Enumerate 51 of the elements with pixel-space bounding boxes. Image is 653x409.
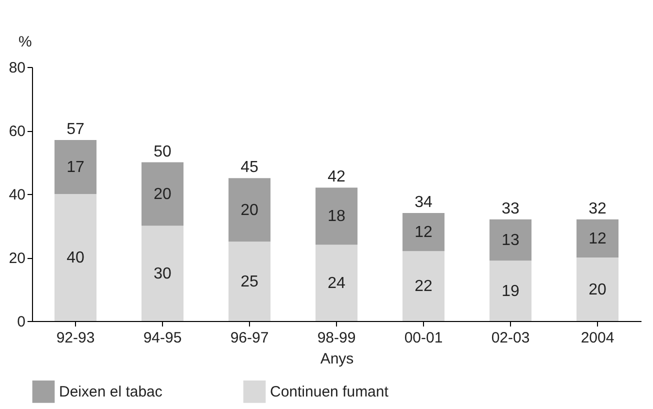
data-label: 13 bbox=[502, 232, 520, 250]
data-label: 17 bbox=[66, 159, 84, 176]
data-label: 40 bbox=[66, 250, 84, 266]
total-label: 32 bbox=[588, 200, 606, 218]
x-axis-title: Anys bbox=[320, 350, 354, 368]
total-label: 42 bbox=[328, 168, 346, 186]
y-tick-label: 60 bbox=[8, 123, 26, 140]
data-label: 24 bbox=[328, 274, 346, 292]
bar bbox=[316, 244, 358, 321]
total-label: 45 bbox=[240, 159, 258, 176]
data-label: 20 bbox=[154, 186, 172, 203]
y-tick-label: 0 bbox=[17, 314, 26, 330]
data-label: 25 bbox=[240, 273, 258, 290]
data-label: 18 bbox=[328, 208, 346, 226]
bar bbox=[228, 242, 270, 321]
total-label: 33 bbox=[502, 200, 520, 218]
total-label: 34 bbox=[414, 194, 432, 212]
bar bbox=[490, 219, 532, 261]
x-tick-label: 94-95 bbox=[143, 330, 182, 346]
bar bbox=[576, 219, 618, 258]
data-label: 12 bbox=[414, 224, 432, 242]
bar bbox=[54, 140, 96, 194]
x-tick-label: 96-97 bbox=[230, 330, 269, 346]
x-tick-label: 2004 bbox=[580, 330, 614, 346]
data-label: 30 bbox=[154, 265, 172, 282]
x-tick-label: 92-93 bbox=[56, 330, 95, 346]
bar bbox=[402, 251, 444, 321]
x-tick-label: 98-99 bbox=[317, 330, 356, 346]
y-tick-label: 20 bbox=[8, 250, 26, 267]
bar bbox=[142, 226, 184, 321]
y-tick-label: 80 bbox=[8, 60, 26, 76]
data-label: 20 bbox=[240, 202, 258, 219]
data-label: 22 bbox=[414, 278, 432, 296]
bar bbox=[576, 258, 618, 321]
legend-label: Continuen fumant bbox=[270, 384, 390, 401]
bar bbox=[228, 178, 270, 242]
bar bbox=[54, 194, 96, 321]
legend-label: Deixen el tabac bbox=[59, 384, 163, 401]
bar bbox=[490, 260, 532, 321]
data-label: 19 bbox=[502, 282, 520, 300]
y-tick-label: 40 bbox=[8, 186, 26, 204]
bar bbox=[402, 213, 444, 252]
bar bbox=[316, 188, 358, 245]
x-tick-label: 00-01 bbox=[404, 330, 443, 346]
total-label: 57 bbox=[66, 121, 84, 138]
data-label: 12 bbox=[588, 230, 606, 248]
data-label: 20 bbox=[588, 281, 606, 298]
total-label: 50 bbox=[154, 143, 172, 160]
x-tick-label: 02-03 bbox=[491, 330, 530, 346]
bar bbox=[142, 162, 184, 226]
y-axis-title: % bbox=[18, 34, 32, 50]
